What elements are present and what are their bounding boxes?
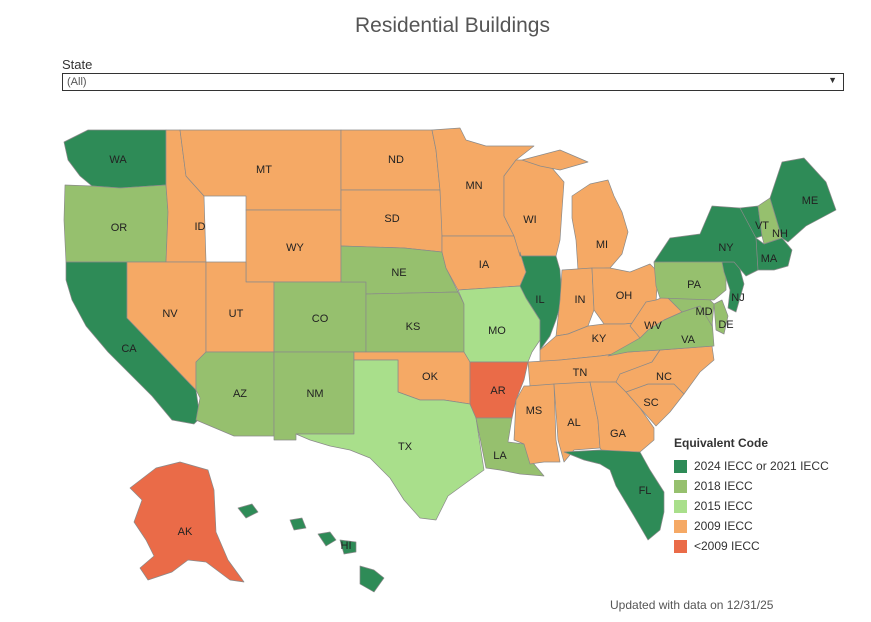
state-la[interactable]: [475, 417, 545, 477]
state-label-mo: MO: [488, 325, 506, 337]
state-filter-value: (All): [67, 76, 87, 88]
state-label-il: IL: [535, 294, 544, 306]
state-label-ut: UT: [229, 308, 244, 320]
updated-footer: Updated with data on 12/31/25: [610, 598, 774, 612]
legend-label: <2009 IECC: [694, 539, 760, 553]
state-label-va: VA: [681, 334, 696, 346]
state-de[interactable]: [713, 299, 729, 335]
state-label-nc: NC: [656, 371, 672, 383]
legend-swatch: [674, 539, 687, 553]
state-fl[interactable]: [563, 449, 665, 541]
state-label-me: ME: [802, 195, 819, 207]
legend-item-2018[interactable]: 2018 IECC: [674, 476, 829, 496]
state-label-ok: OK: [422, 371, 439, 383]
state-label-oh: OH: [616, 290, 633, 302]
dropdown-arrow-icon[interactable]: ▼: [828, 75, 837, 85]
state-filter-dropdown[interactable]: (All) ▼: [62, 73, 844, 91]
state-label-wv: WV: [644, 320, 662, 332]
legend-item-pre2009[interactable]: <2009 IECC: [674, 536, 829, 556]
legend-swatch: [674, 519, 687, 533]
state-label-ak: AK: [178, 526, 193, 538]
state-label-wy: WY: [286, 242, 304, 254]
state-label-ga: GA: [610, 428, 627, 440]
state-label-mt: MT: [256, 164, 272, 176]
state-label-ks: KS: [406, 321, 421, 333]
legend-swatch: [674, 479, 687, 493]
state-filter-label: State: [62, 57, 93, 72]
state-label-ca: CA: [121, 343, 137, 355]
state-label-nv: NV: [162, 308, 178, 320]
state-label-mi: MI: [596, 239, 608, 251]
state-label-co: CO: [312, 313, 329, 325]
state-label-hi: HI: [341, 540, 352, 552]
state-ms[interactable]: [513, 383, 561, 465]
state-label-fl: FL: [639, 485, 652, 497]
state-label-ne: NE: [391, 267, 406, 279]
state-label-az: AZ: [233, 388, 247, 400]
legend-title: Equivalent Code: [674, 436, 769, 450]
state-label-al: AL: [567, 417, 580, 429]
legend-label: 2024 IECC or 2021 IECC: [694, 459, 829, 473]
state-label-wa: WA: [109, 154, 127, 166]
legend-swatch: [674, 499, 687, 513]
state-label-or: OR: [111, 222, 128, 234]
state-label-ky: KY: [592, 333, 607, 345]
legend-label: 2009 IECC: [694, 519, 753, 533]
legend-item-2024[interactable]: 2024 IECC or 2021 IECC: [674, 456, 829, 476]
state-label-nj: NJ: [731, 292, 744, 304]
state-label-ny: NY: [718, 242, 734, 254]
state-label-sc: SC: [643, 397, 658, 409]
state-label-in: IN: [575, 294, 586, 306]
legend-item-2015[interactable]: 2015 IECC: [674, 496, 829, 516]
state-tx[interactable]: [295, 359, 485, 521]
state-mi[interactable]: [521, 149, 629, 271]
state-label-ms: MS: [526, 405, 543, 417]
page-title: Residential Buildings: [355, 14, 550, 37]
state-ar[interactable]: [469, 361, 529, 419]
state-me[interactable]: [769, 157, 837, 243]
legend-label: 2018 IECC: [694, 479, 753, 493]
state-label-ia: IA: [479, 259, 490, 271]
legend-item-2009[interactable]: 2009 IECC: [674, 516, 829, 536]
state-label-la: LA: [493, 450, 507, 462]
state-label-nm: NM: [306, 388, 323, 400]
state-hi[interactable]: [237, 503, 385, 593]
state-label-tx: TX: [398, 441, 413, 453]
state-label-ar: AR: [490, 385, 505, 397]
legend-label: 2015 IECC: [694, 499, 753, 513]
legend-swatch: [674, 459, 687, 473]
state-label-id: ID: [195, 221, 206, 233]
state-label-vt: VT: [755, 220, 769, 232]
state-label-wi: WI: [523, 214, 536, 226]
state-label-tn: TN: [573, 367, 588, 379]
state-ma[interactable]: [755, 237, 793, 271]
state-label-ma: MA: [761, 253, 778, 265]
state-label-md: MD: [695, 306, 712, 318]
state-label-nh: NH: [772, 228, 788, 240]
state-nc[interactable]: [615, 345, 715, 395]
state-label-mn: MN: [465, 180, 482, 192]
state-label-sd: SD: [384, 213, 399, 225]
state-label-de: DE: [718, 319, 733, 331]
state-label-pa: PA: [687, 279, 702, 291]
state-ak[interactable]: [129, 461, 245, 583]
legend: Equivalent Code 2024 IECC or 2021 IECC 2…: [674, 436, 829, 556]
state-label-nd: ND: [388, 154, 404, 166]
